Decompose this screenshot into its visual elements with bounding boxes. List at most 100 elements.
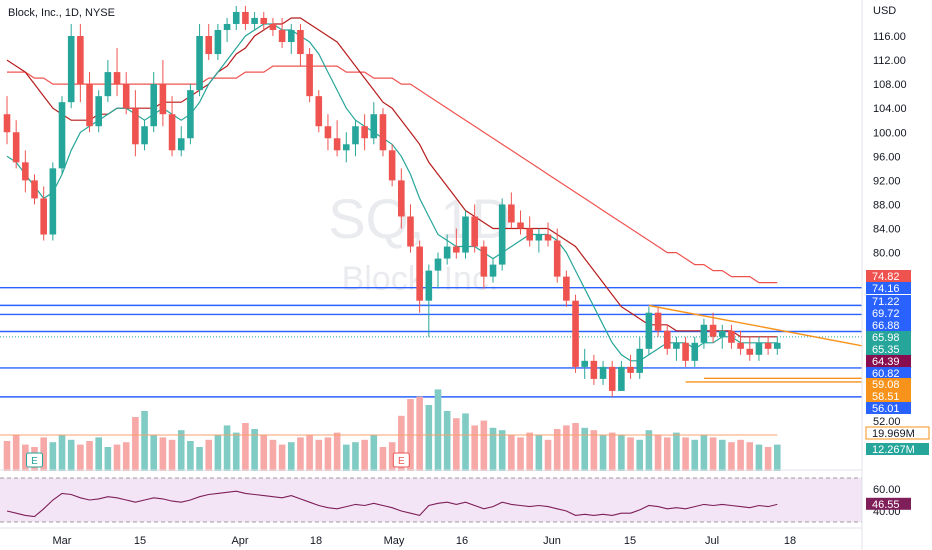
candle	[682, 336, 689, 367]
candle	[691, 336, 699, 367]
candle	[508, 192, 515, 229]
candle	[517, 210, 524, 235]
rsi-band	[0, 478, 862, 522]
candle-body	[242, 11, 249, 24]
volume-bar	[737, 439, 744, 471]
volume-bar	[416, 396, 423, 471]
candle	[764, 336, 772, 355]
time-axis[interactable]: Mar 15 Apr 18 May 16 Jun 15 Jul 18	[0, 527, 862, 547]
candle	[287, 23, 295, 55]
volume-bar	[773, 444, 781, 471]
volume-bar	[3, 441, 11, 471]
candle	[22, 150, 29, 193]
candle	[398, 168, 405, 229]
candle-body	[324, 126, 332, 139]
candle-body	[370, 114, 378, 139]
candle-body	[489, 264, 497, 277]
candle-body	[673, 342, 680, 349]
volume-bar	[709, 437, 717, 471]
candle-body	[434, 258, 442, 271]
candle-body	[232, 11, 240, 24]
candle-body	[746, 348, 754, 355]
volume-bar	[398, 415, 405, 471]
volume-bar	[544, 439, 552, 471]
candle	[141, 120, 148, 151]
candle	[196, 23, 203, 97]
candle-body	[544, 234, 552, 241]
candle-body	[691, 342, 699, 361]
candle-body	[462, 216, 469, 253]
candle-body	[755, 342, 763, 355]
price-label: 65.98	[866, 331, 911, 344]
candle	[608, 360, 616, 397]
volume-bar	[187, 441, 194, 471]
candle-body	[425, 270, 433, 301]
candle-body	[618, 366, 625, 391]
volume-bar	[260, 435, 268, 471]
candle-body	[177, 138, 185, 151]
candle-body	[700, 324, 708, 343]
volume-bar	[608, 432, 616, 471]
time-tick-label: 16	[456, 535, 468, 547]
price-labels: 74.8274.1671.2269.7266.8865.9865.3564.39…	[865, 270, 930, 511]
candle-body	[581, 360, 589, 367]
candle-body	[599, 366, 607, 379]
volume-bar	[526, 432, 533, 471]
candle	[443, 234, 451, 265]
volume-bar	[232, 432, 240, 471]
trend-lines[interactable]	[648, 304, 863, 383]
candle-body	[141, 126, 148, 145]
volume-bar	[379, 447, 387, 471]
time-tick-label: May	[384, 535, 405, 547]
time-tick-label: 18	[784, 535, 796, 547]
candle	[297, 23, 304, 67]
candle-body	[553, 240, 561, 277]
candle	[673, 336, 680, 361]
volume-bar	[361, 439, 368, 471]
candle	[718, 324, 726, 349]
candle	[618, 360, 625, 391]
volume-bar	[599, 435, 607, 471]
candle-body	[480, 246, 488, 277]
volume-bar	[434, 389, 442, 471]
candle-body	[416, 246, 423, 301]
volume-bar	[287, 442, 295, 471]
candle	[462, 210, 469, 259]
price-label: 69.72	[866, 307, 911, 320]
candle-body	[40, 198, 47, 235]
volume-bar	[77, 444, 84, 471]
candle-body	[315, 96, 323, 127]
earnings-label: E	[398, 456, 405, 467]
price-tick-label: 104.00	[873, 103, 907, 115]
rsi-line	[6, 490, 778, 518]
candle-body	[3, 114, 11, 133]
volume-bar	[177, 430, 185, 471]
volume-label-text: 19.969M	[872, 428, 915, 440]
candle	[333, 120, 341, 157]
volume-bar	[141, 411, 148, 471]
candle-body	[654, 312, 662, 331]
candle	[113, 48, 121, 97]
volume-bar	[388, 442, 396, 471]
price-label-text: 65.98	[872, 332, 900, 344]
volume-bar	[324, 437, 332, 471]
candle	[342, 132, 350, 163]
rsi-current-label: 46.55	[866, 497, 911, 511]
volume-bar	[618, 435, 625, 471]
candle-body	[773, 342, 781, 349]
volume-bar	[297, 437, 304, 471]
price-label-badge	[866, 331, 911, 343]
volume-bar	[306, 435, 313, 471]
candle-body	[572, 300, 579, 367]
rsi-current-text: 46.55	[872, 499, 900, 511]
rsi-pane	[0, 477, 862, 523]
candle	[269, 17, 277, 36]
candle-body	[95, 96, 102, 127]
time-tick-label: 15	[134, 535, 146, 547]
candle	[3, 96, 11, 145]
candle	[746, 336, 754, 361]
candle-body	[86, 84, 93, 127]
volume-bar	[223, 425, 231, 471]
